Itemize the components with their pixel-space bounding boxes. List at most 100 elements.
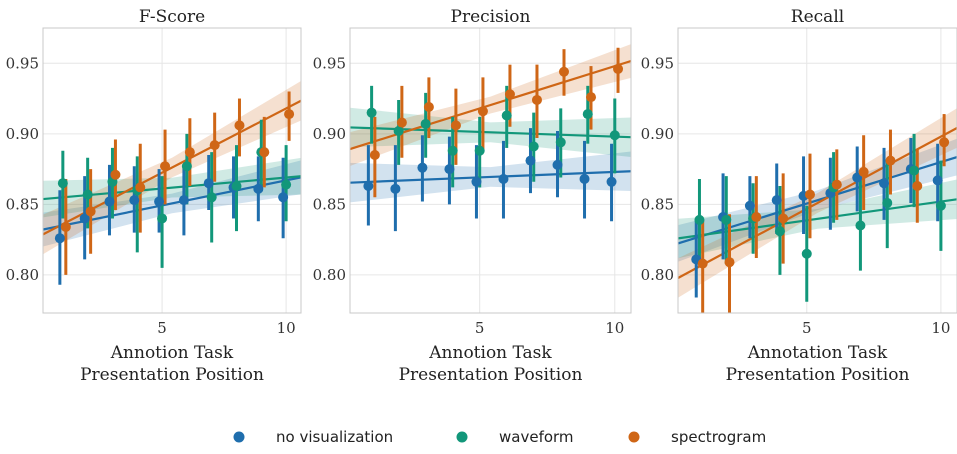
data-point [369, 149, 380, 160]
data-point [390, 183, 401, 194]
data-point [582, 109, 593, 120]
panel-title: Precision [451, 7, 531, 27]
legend-label: waveform [499, 428, 574, 446]
data-point [558, 66, 569, 77]
y-tick-label: 0.95 [313, 54, 346, 72]
x-axis-label: Presentation Position [726, 365, 910, 385]
data-point [135, 182, 146, 193]
chart-panel-2: Precision 0.80 0.85 0.90 0.95 5 10 Annotion Tas… [313, 7, 632, 385]
data-point [606, 176, 617, 187]
data-point [694, 214, 705, 225]
data-point [504, 89, 515, 100]
data-point [613, 63, 624, 74]
data-point [579, 173, 590, 184]
y-tick-label: 0.85 [641, 195, 674, 213]
data-point [423, 102, 434, 113]
data-point [879, 178, 890, 189]
data-point [420, 118, 431, 129]
data-point [858, 166, 869, 177]
x-tick-label: 10 [931, 319, 950, 337]
chart-panel-3: Recall 0.80 0.85 0.90 0.95 5 10 Annotation Task… [641, 7, 957, 385]
data-point [552, 159, 563, 170]
data-point [284, 109, 295, 120]
legend-marker [233, 431, 245, 443]
x-axis-label: Presentation Position [399, 365, 583, 385]
y-tick-label: 0.80 [313, 266, 346, 284]
x-tick-label: 10 [277, 319, 296, 337]
x-axis-label: Annotion Task [110, 343, 234, 363]
data-point [531, 94, 542, 105]
data-point [396, 117, 407, 128]
legend-marker [456, 431, 468, 443]
plot-area [678, 108, 957, 313]
data-point [501, 110, 512, 121]
data-point [525, 155, 536, 166]
y-tick-label: 0.90 [6, 125, 39, 143]
plot-area [43, 81, 301, 285]
data-point [209, 140, 220, 151]
y-tick-label: 0.90 [313, 125, 346, 143]
data-point [721, 214, 732, 225]
data-point [555, 137, 566, 148]
data-point [751, 212, 762, 223]
data-point [474, 145, 485, 156]
data-point [932, 175, 943, 186]
data-point [104, 196, 115, 207]
data-point [771, 195, 782, 206]
data-point [129, 195, 140, 206]
data-point [778, 213, 789, 224]
data-point [54, 233, 65, 244]
x-axis-label: Annotion Task [428, 343, 552, 363]
data-point [154, 196, 165, 207]
data-point [181, 161, 192, 172]
x-tick-label: 5 [802, 319, 812, 337]
plot-frame [42, 27, 302, 314]
data-point [278, 192, 289, 203]
data-point [939, 137, 950, 148]
plot-area [350, 44, 631, 232]
y-tick-label: 0.95 [6, 54, 39, 72]
data-point [253, 183, 264, 194]
data-point [57, 178, 68, 189]
data-point [586, 92, 597, 103]
data-point [498, 173, 509, 184]
y-tick-label: 0.95 [641, 54, 674, 72]
data-point [774, 226, 785, 237]
data-point [801, 248, 812, 259]
plot-frame [349, 27, 632, 314]
data-point [363, 181, 374, 192]
legend-label: spectrogram [671, 428, 766, 446]
data-point [366, 107, 377, 118]
y-tick-label: 0.90 [641, 125, 674, 143]
data-point [447, 145, 458, 156]
data-point [85, 206, 96, 217]
data-point [724, 257, 735, 268]
data-point [912, 181, 923, 192]
y-tick-label: 0.80 [6, 266, 39, 284]
legend-marker [628, 431, 640, 443]
data-point [804, 189, 815, 200]
y-tick-label: 0.85 [6, 195, 39, 213]
data-point [471, 176, 482, 187]
data-point [203, 178, 214, 189]
chart-panel-1: F-Score 0.80 0.85 0.90 0.95 5 10 Annotion TaskP… [6, 7, 302, 385]
x-tick-label: 5 [157, 319, 167, 337]
data-point [157, 213, 168, 224]
data-point [852, 172, 863, 183]
panel-title: F-Score [139, 7, 205, 27]
plot-frame [677, 27, 957, 314]
data-point [184, 147, 195, 158]
data-point [231, 181, 242, 192]
data-point [935, 200, 946, 211]
data-point [417, 162, 428, 173]
x-axis-label: Presentation Position [80, 365, 264, 385]
data-point [281, 179, 292, 190]
panel-title: Recall [791, 7, 844, 27]
data-point [206, 192, 217, 203]
data-point [82, 189, 93, 200]
data-point [110, 169, 121, 180]
legend: no visualization waveform spectrogram [233, 428, 766, 446]
data-point [259, 147, 270, 158]
y-tick-label: 0.80 [641, 266, 674, 284]
